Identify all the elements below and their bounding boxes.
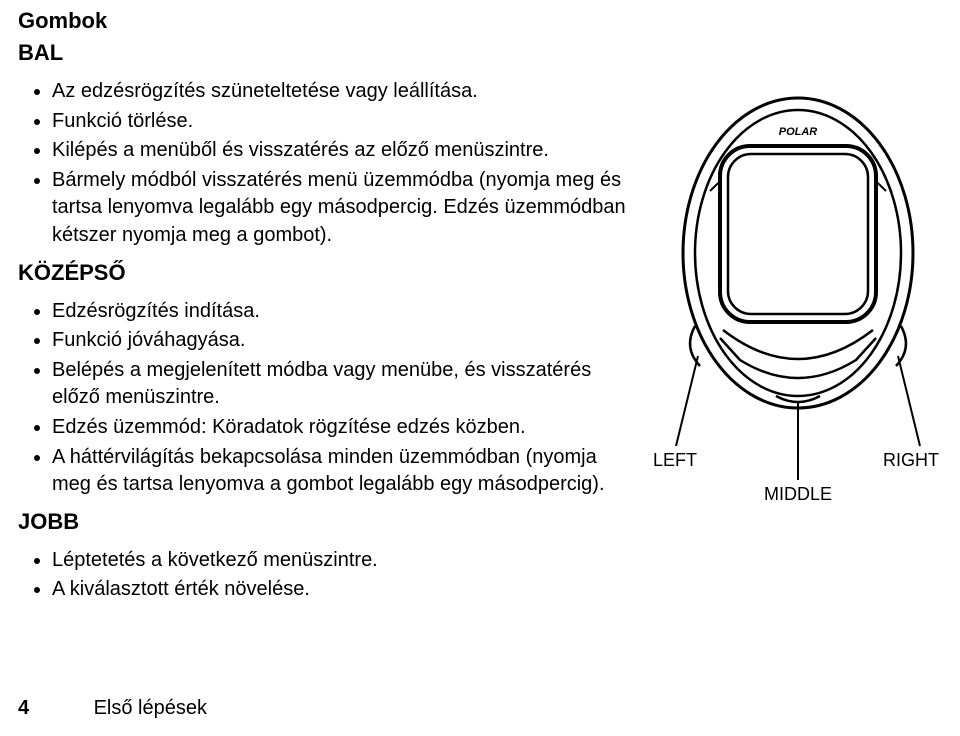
middle-button-label: MIDDLE: [764, 484, 832, 504]
bal-list: Az edzésrögzítés szüneteltetése vagy leá…: [18, 78, 628, 250]
left-button-label: LEFT: [653, 450, 697, 470]
list-item: Funkció törlése.: [52, 108, 628, 136]
right-button-label: RIGHT: [883, 450, 939, 470]
page-number: 4: [18, 697, 88, 720]
section-jobb-label: JOBB: [18, 509, 628, 535]
list-item: Léptetetés a következő menüszintre.: [52, 547, 628, 575]
list-item: Az edzésrögzítés szüneteltetése vagy leá…: [52, 78, 628, 106]
brand-label: POLAR: [779, 126, 818, 138]
watch-diagram: POLAR LEFT RIGHT MIDDLE: [648, 78, 948, 518]
list-item: Funkció jóváhagyása.: [52, 327, 628, 355]
section-kozepso-label: KÖZÉPSŐ: [18, 260, 628, 286]
right-column: POLAR LEFT RIGHT MIDDLE: [648, 78, 948, 614]
list-item: A kiválasztott érték növelése.: [52, 576, 628, 604]
page-footer: 4 Első lépések: [18, 697, 207, 720]
list-item: Belépés a megjelenített módba vagy menüb…: [52, 357, 628, 412]
kozepso-list: Edzésrögzítés indítása. Funkció jóváhagy…: [18, 298, 628, 499]
section-bal-label: BAL: [18, 40, 942, 66]
jobb-list: Léptetetés a következő menüszintre. A ki…: [18, 547, 628, 604]
list-item: Edzésrögzítés indítása.: [52, 298, 628, 326]
left-column: Az edzésrögzítés szüneteltetése vagy leá…: [18, 78, 628, 614]
list-item: A háttérvilágítás bekapcsolása minden üz…: [52, 444, 628, 499]
list-item: Bármely módból visszatérés menü üzemmódb…: [52, 167, 628, 250]
list-item: Edzés üzemmód: Köradatok rögzítése edzés…: [52, 414, 628, 442]
page-title: Gombok: [18, 8, 942, 34]
chapter-label: Első lépések: [94, 697, 207, 719]
list-item: Kilépés a menüből és visszatérés az előz…: [52, 137, 628, 165]
content-row: Az edzésrögzítés szüneteltetése vagy leá…: [18, 78, 942, 614]
